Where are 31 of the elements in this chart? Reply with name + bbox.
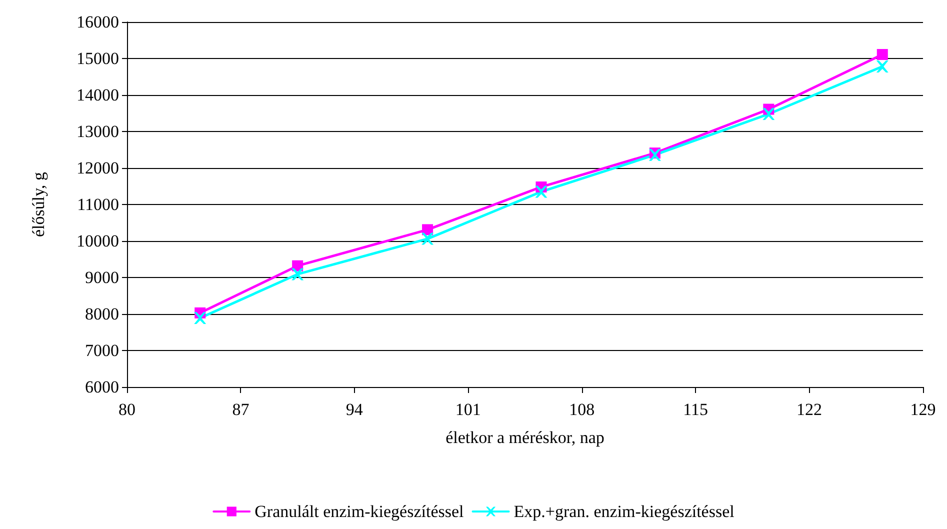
x-tick-label: 80 [118, 400, 136, 419]
y-tick-label: 6000 [85, 378, 119, 396]
y-tick-label: 12000 [76, 158, 119, 178]
legend-label: Exp.+gran. enzim-kiegészítéssel [514, 502, 735, 521]
y-tick-label: 15000 [76, 49, 119, 68]
y-tick-label: 8000 [85, 304, 119, 324]
point [422, 224, 434, 236]
y-tick-label: 7000 [85, 341, 119, 360]
point [535, 186, 548, 198]
x-tick-label: 115 [683, 400, 708, 419]
x-tick-label: 101 [455, 400, 481, 419]
point [876, 60, 888, 73]
y-tick-label: 11000 [77, 195, 119, 214]
y-tick-label: 16000 [76, 12, 119, 32]
y-tick-label: 14000 [76, 86, 119, 104]
point [762, 108, 775, 120]
y-tick-label: 9000 [85, 268, 119, 287]
point [422, 232, 434, 245]
x-axis-title: életkor a méréskor, nap [446, 428, 604, 447]
point [292, 268, 304, 280]
x-tick-label: 122 [796, 400, 822, 419]
legend-label: Granulált enzim-kiegészítéssel [254, 502, 464, 521]
y-tick-label: 10000 [76, 232, 119, 250]
point [194, 312, 206, 324]
x-tick-label: 108 [569, 400, 595, 419]
x-tick-label: 94 [346, 400, 364, 419]
y-axis-title: élősúly, g [29, 172, 48, 238]
x-tick-label: 87 [232, 400, 250, 419]
x-tick-label: 129 [910, 400, 936, 419]
point [876, 48, 888, 60]
y-tick-label: 13000 [76, 122, 119, 141]
